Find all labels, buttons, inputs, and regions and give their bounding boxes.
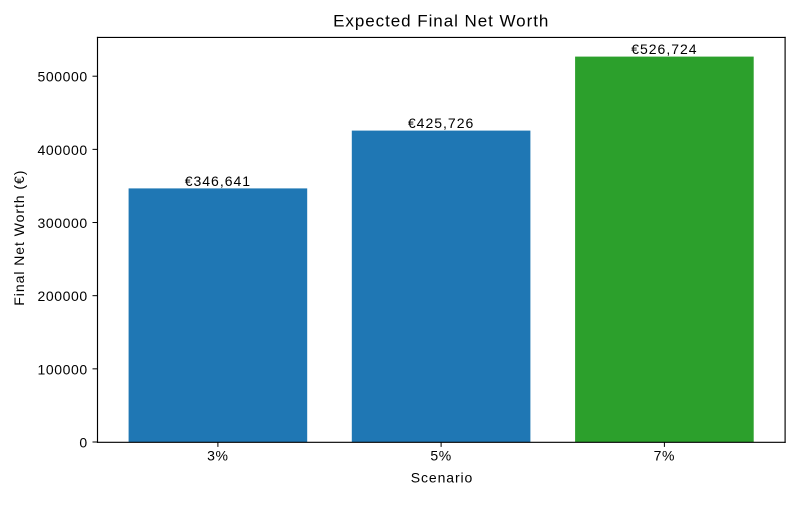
svg-text:100000: 100000 — [37, 361, 87, 377]
svg-text:400000: 400000 — [37, 142, 87, 158]
svg-text:€526,724: €526,724 — [631, 41, 697, 57]
svg-text:200000: 200000 — [37, 288, 87, 304]
svg-text:0: 0 — [79, 435, 87, 451]
svg-text:500000: 500000 — [37, 69, 87, 85]
svg-text:€346,641: €346,641 — [185, 173, 251, 189]
svg-text:€425,726: €425,726 — [408, 115, 474, 131]
svg-text:Final Net Worth (€): Final Net Worth (€) — [11, 170, 27, 306]
svg-text:Expected Final Net Worth: Expected Final Net Worth — [333, 12, 549, 31]
svg-text:Scenario: Scenario — [411, 470, 473, 486]
svg-text:5%: 5% — [430, 448, 451, 464]
svg-text:300000: 300000 — [37, 215, 87, 231]
svg-text:3%: 3% — [207, 448, 228, 464]
svg-text:7%: 7% — [654, 448, 675, 464]
